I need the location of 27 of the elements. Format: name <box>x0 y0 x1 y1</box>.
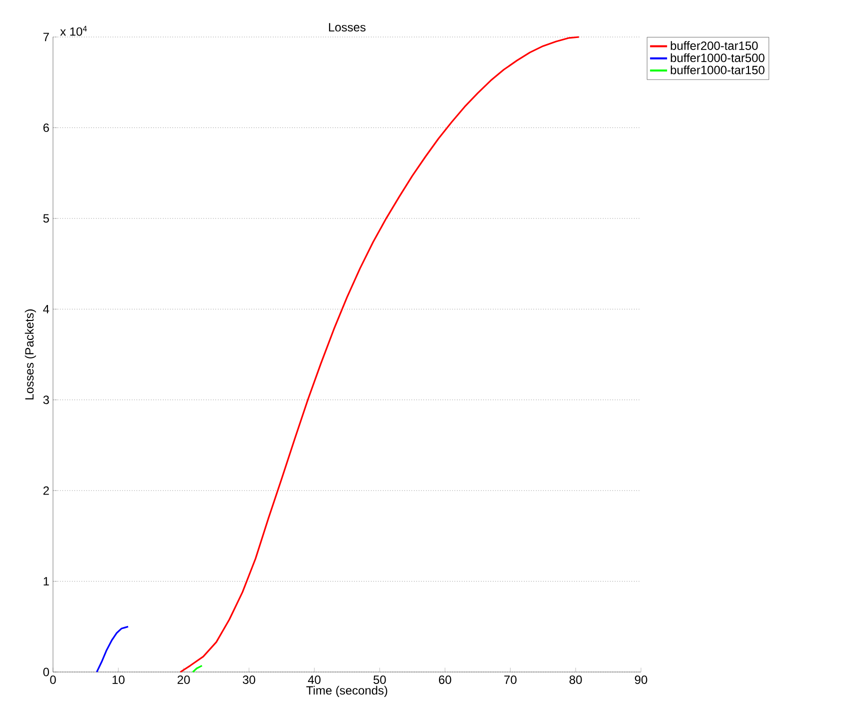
y-tick-label: 4 <box>43 305 50 314</box>
y-tick-label: 7 <box>43 32 49 42</box>
x-tick-label: 10 <box>112 676 125 684</box>
text: x 10$^{4}$ <box>60 26 87 36</box>
y-tick-label: 5 <box>43 214 49 223</box>
line-series <box>96 626 129 673</box>
legend-label: buffer1000-tar500 <box>670 53 764 62</box>
x-tick-label: 40 <box>308 676 321 684</box>
x-axis-title: Time (seconds) <box>306 686 388 697</box>
chart-title: Losses <box>329 23 366 32</box>
x-tick-label: 70 <box>504 676 517 684</box>
y-tick-label: 2 <box>43 486 49 495</box>
x-tick-label: 50 <box>374 676 386 684</box>
line-series <box>180 36 580 673</box>
legend-label: buffer200-tar150 <box>670 41 758 50</box>
x-tick-label: 20 <box>178 676 190 684</box>
legend-label: buffer1000-tar150 <box>670 65 764 74</box>
y-tick-label: 1 <box>44 577 49 586</box>
y-tick-label: 3 <box>43 396 49 404</box>
x-tick-label: 60 <box>438 676 452 684</box>
x-tick-label: 30 <box>242 676 256 684</box>
x-tick-label: 80 <box>570 676 582 684</box>
x-tick-label: 90 <box>634 676 648 684</box>
x-tick-label: 0 <box>50 676 56 684</box>
y-axis-title: Losses (Packets) <box>24 309 36 400</box>
y-tick-label: 6 <box>43 123 49 132</box>
y-tick-label: 0 <box>43 668 50 676</box>
